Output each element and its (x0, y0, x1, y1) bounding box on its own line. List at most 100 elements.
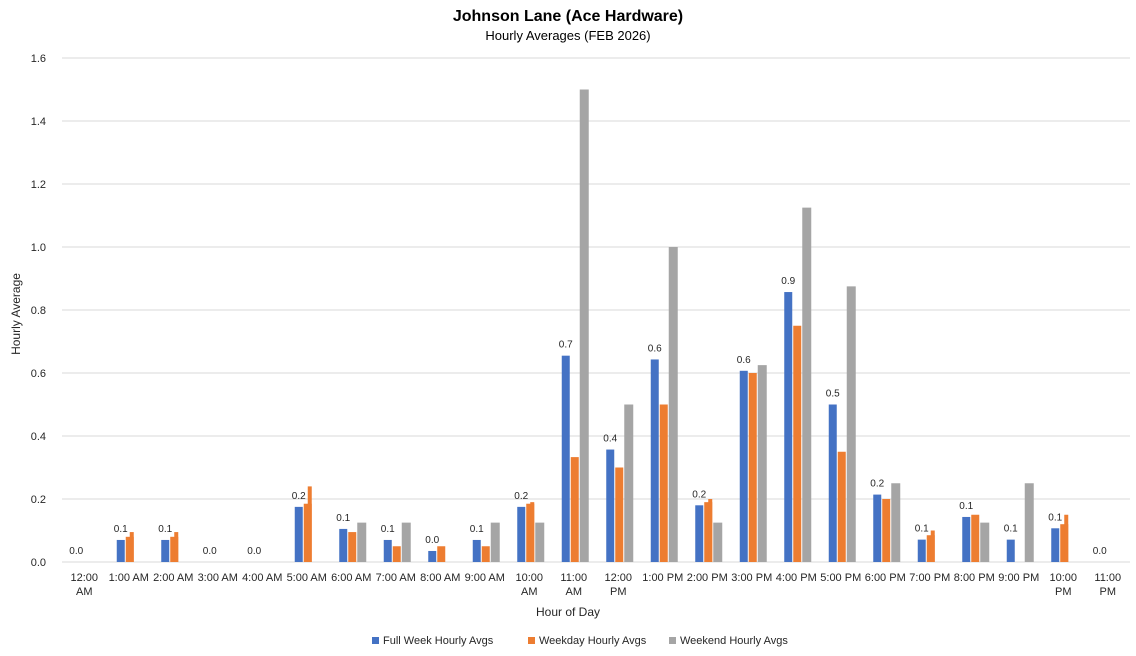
legend-label: Full Week Hourly Avgs (383, 635, 494, 647)
data-label: 0.1 (381, 524, 395, 535)
data-label: 0.0 (247, 546, 261, 557)
x-tick-label: 1:00 AM (109, 572, 149, 584)
x-tick-label: 11:00 AM (560, 572, 587, 598)
data-label: 0.2 (514, 491, 528, 502)
x-axis-ticks: 12:00 AM 1:00 AM 2:00 AM 3:00 AM 4:00 AM 5:00 … (70, 572, 1121, 598)
bar-series-3-16 (802, 207, 812, 562)
bar-series-2-1 (129, 532, 134, 562)
data-label: 0.1 (336, 513, 350, 524)
bar-series-0-5 (294, 506, 303, 562)
bar-series-0-7 (383, 539, 392, 562)
x-tick-label: 1:00 PM (642, 572, 683, 584)
bar-series-0-6 (339, 528, 348, 562)
data-label: 0.1 (1048, 512, 1062, 523)
bar-series-3-9 (490, 522, 500, 562)
bar-series-1-6 (348, 532, 357, 562)
bar-series-1-16 (793, 325, 802, 562)
bar-series-3-12 (624, 404, 634, 562)
bar-series-3-20 (980, 522, 990, 562)
data-label: 0.4 (603, 434, 617, 445)
bar-series-3-14 (713, 522, 723, 562)
bar-series-0-18 (873, 494, 882, 562)
x-tick-label: 6:00 PM (865, 572, 906, 584)
legend-swatch (372, 637, 379, 644)
bar-series-0-12 (606, 449, 615, 562)
bar-series-3-21 (1024, 483, 1034, 562)
bar-series-0-20 (962, 516, 971, 562)
bar-series-0-9 (472, 539, 481, 562)
x-tick-label: 9:00 PM (998, 572, 1039, 584)
bars (116, 89, 1069, 562)
x-tick-label: 12:00 PM (604, 572, 632, 598)
bar-series-1-18 (882, 499, 891, 562)
legend-label: Weekday Hourly Avgs (539, 635, 647, 647)
bar-series-3-13 (668, 247, 678, 562)
bar-series-0-8 (428, 550, 437, 562)
chart-subtitle: Hourly Averages (FEB 2026) (485, 28, 650, 43)
x-tick-label: 7:00 AM (376, 572, 416, 584)
bar-series-0-13 (650, 359, 659, 562)
bar-series-3-6 (357, 522, 367, 562)
x-tick-label: 2:00 PM (687, 572, 728, 584)
data-label: 0.1 (114, 524, 128, 535)
x-tick-label: 3:00 PM (731, 572, 772, 584)
bar-series-0-1 (116, 539, 125, 562)
y-tick-label: 0.6 (31, 368, 46, 380)
y-tick-label: 1.4 (31, 116, 46, 128)
data-label: 0.0 (1093, 546, 1107, 557)
bar-series-0-15 (739, 370, 748, 562)
bar-series-2-5 (307, 486, 312, 562)
data-label: 0.0 (69, 546, 83, 557)
bar-series-0-10 (517, 506, 526, 562)
data-label: 0.2 (870, 479, 884, 490)
bar-series-3-7 (401, 522, 411, 562)
y-tick-label: 0.8 (31, 305, 46, 317)
x-tick-label: 8:00 PM (954, 572, 995, 584)
bar-series-0-17 (828, 404, 837, 562)
legend-swatch (669, 637, 676, 644)
bar-series-1-8 (437, 546, 446, 562)
data-label: 0.7 (559, 340, 573, 351)
x-tick-label: 7:00 PM (909, 572, 950, 584)
bar-series-3-18 (891, 483, 901, 562)
chart-title: Johnson Lane (Ace Hardware) (453, 8, 683, 25)
bar-series-2-19 (930, 530, 935, 562)
gridlines (62, 57, 1130, 563)
bar-series-0-21 (1006, 539, 1015, 562)
bar-series-1-17 (837, 451, 846, 562)
data-label: 0.2 (292, 491, 306, 502)
x-tick-label: 10:00 PM (1049, 572, 1077, 598)
data-label: 0.1 (1004, 524, 1018, 535)
y-tick-label: 1.0 (31, 242, 46, 254)
x-axis-title: Hour of Day (536, 605, 600, 619)
x-tick-label: 3:00 AM (198, 572, 238, 584)
x-tick-label: 5:00 PM (820, 572, 861, 584)
y-tick-label: 1.6 (31, 53, 46, 65)
y-axis-ticks: 0.0 0.2 0.4 0.6 0.8 1.0 1.2 1.4 1.6 (31, 53, 46, 569)
data-label: 0.1 (158, 524, 172, 535)
y-tick-label: 0.2 (31, 494, 46, 506)
bar-series-1-15 (748, 373, 757, 562)
bar-series-1-11 (570, 457, 579, 562)
bar-series-2-22 (1064, 514, 1069, 562)
y-tick-label: 1.2 (31, 179, 46, 191)
data-label: 0.1 (959, 501, 973, 512)
data-label: 0.6 (737, 355, 751, 366)
bar-series-3-11 (579, 89, 589, 562)
bar-series-2-10 (530, 502, 535, 562)
bar-series-0-16 (784, 292, 793, 562)
data-label: 0.1 (470, 524, 484, 535)
bar-series-1-13 (659, 404, 668, 562)
bar-series-3-17 (846, 286, 856, 562)
bar-series-0-19 (917, 539, 926, 562)
bar-series-0-14 (695, 505, 704, 562)
data-label: 0.1 (915, 524, 929, 535)
data-label: 0.5 (826, 389, 840, 400)
y-tick-label: 0.0 (31, 557, 46, 569)
x-tick-label: 6:00 AM (331, 572, 371, 584)
bar-series-0-11 (561, 355, 570, 562)
y-tick-label: 0.4 (31, 431, 46, 443)
y-axis-title: Hourly Average (9, 273, 23, 355)
x-tick-label: 11:00 PM (1094, 572, 1121, 598)
